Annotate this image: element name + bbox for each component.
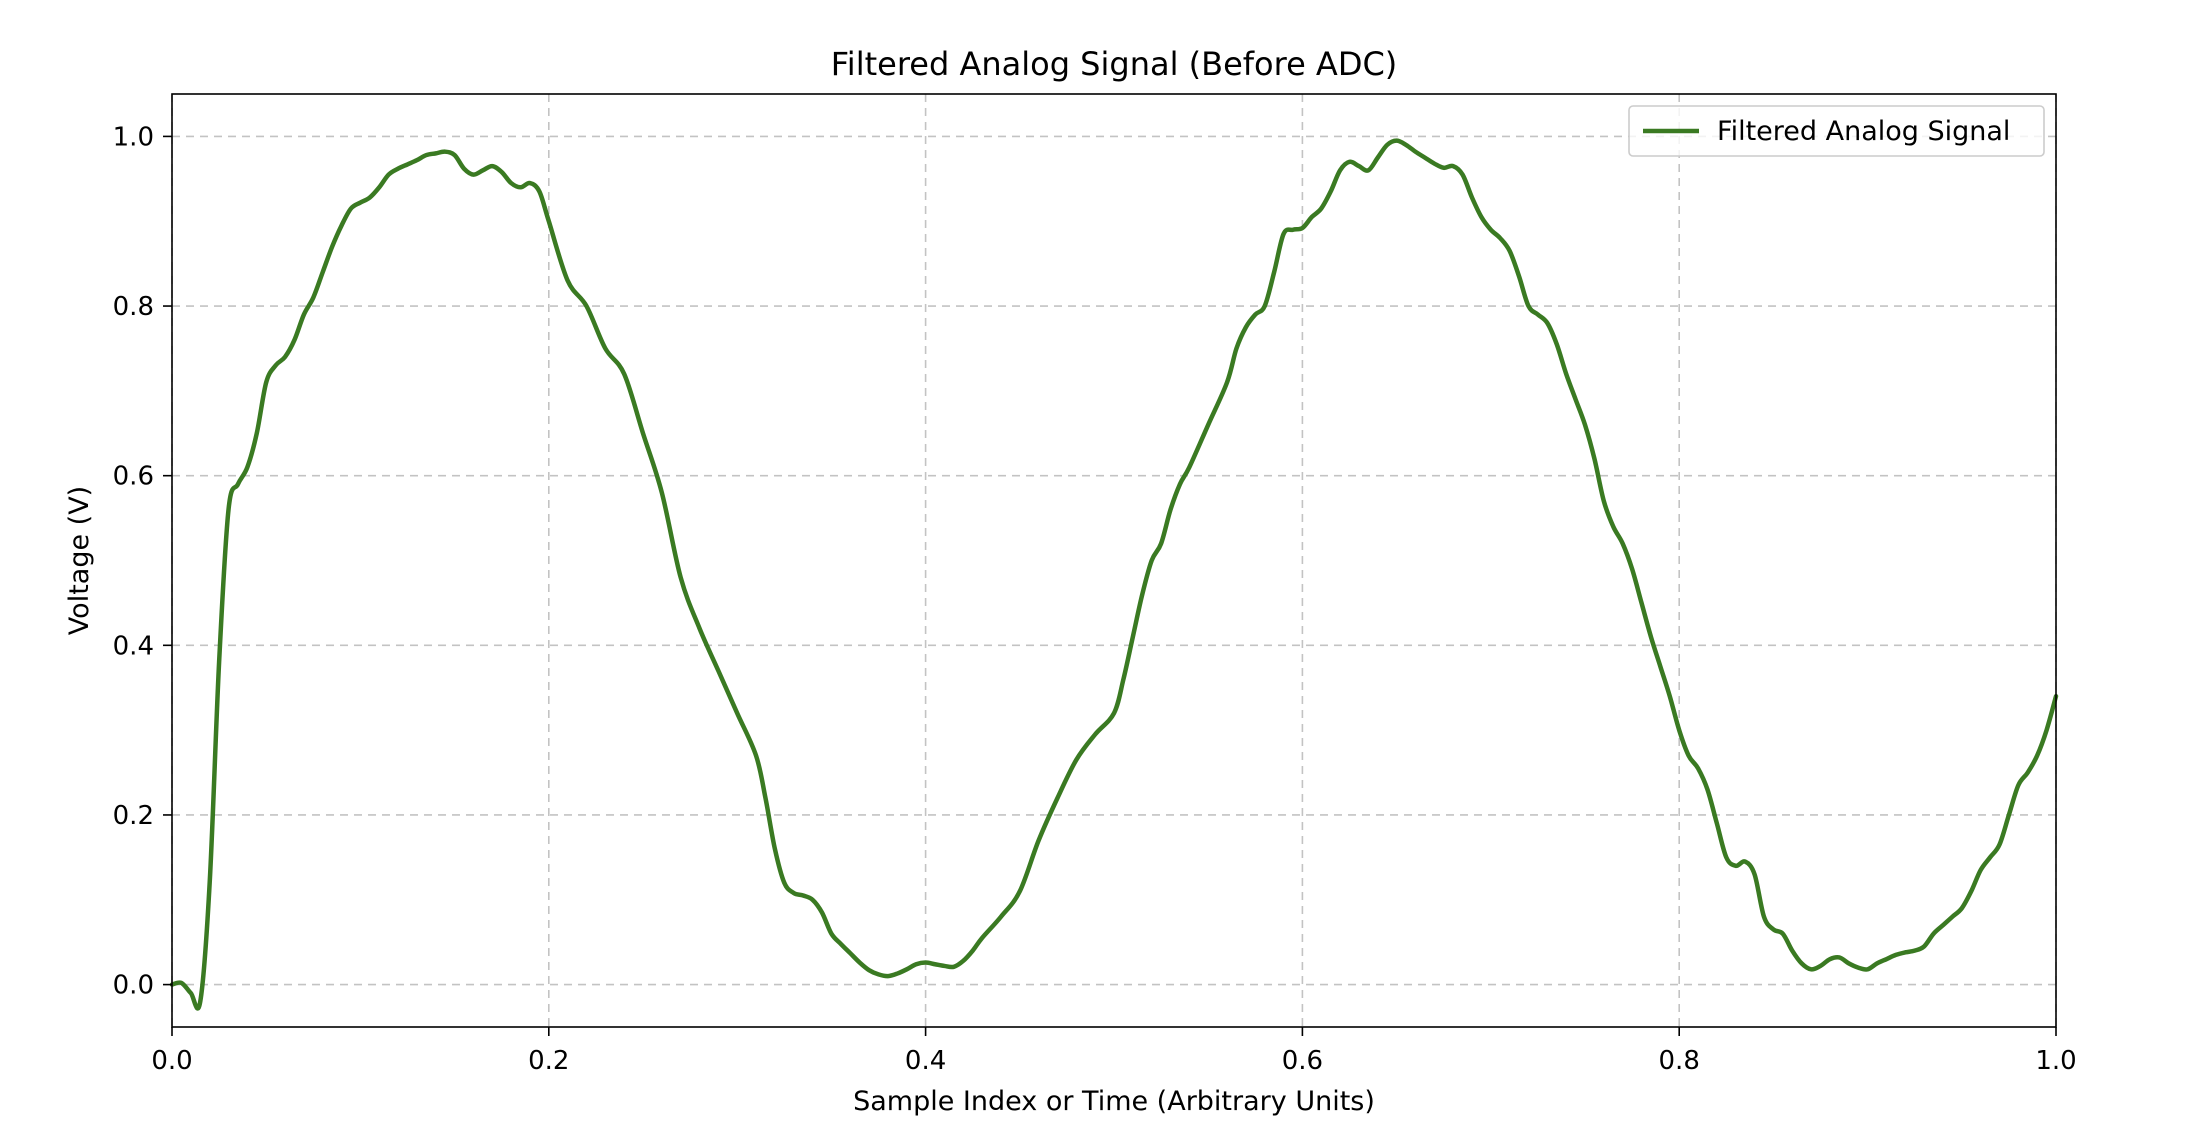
x-tick-label: 0.0 [151, 1046, 192, 1076]
y-axis-label: Voltage (V) [64, 486, 95, 635]
chart-title: Filtered Analog Signal (Before ADC) [831, 45, 1398, 83]
series-line [169, 138, 2059, 1011]
x-axis-label: Sample Index or Time (Arbitrary Units) [853, 1086, 1375, 1117]
x-tick-label: 0.4 [905, 1046, 946, 1076]
legend-box [1628, 105, 2045, 157]
y-tick-label: 0.2 [113, 801, 154, 831]
x-tick-label: 1.0 [2035, 1046, 2076, 1076]
legend: Filtered Analog Signal [1628, 105, 2045, 157]
y-tick-label: 1.0 [113, 122, 154, 152]
y-tick-label: 0.6 [113, 462, 154, 492]
grid-layer [171, 94, 2057, 1027]
y-tick-label: 0.0 [113, 971, 154, 1001]
x-tick-label: 0.2 [528, 1046, 569, 1076]
y-tick-label: 0.8 [113, 292, 154, 322]
x-tick-label: 0.6 [1282, 1046, 1323, 1076]
y-tick-label: 0.4 [113, 631, 154, 661]
plot-frame [171, 93, 2057, 1028]
series-layer [169, 138, 2059, 1011]
x-tick-label: 0.8 [1659, 1046, 1700, 1076]
tick-layer: 0.0 0.2 0.4 0.6 0.8 1.0 0.0 0.2 0.4 0.6 0.8 1.0 [113, 122, 2077, 1076]
legend-label: Filtered Analog Signal [1717, 116, 2010, 147]
